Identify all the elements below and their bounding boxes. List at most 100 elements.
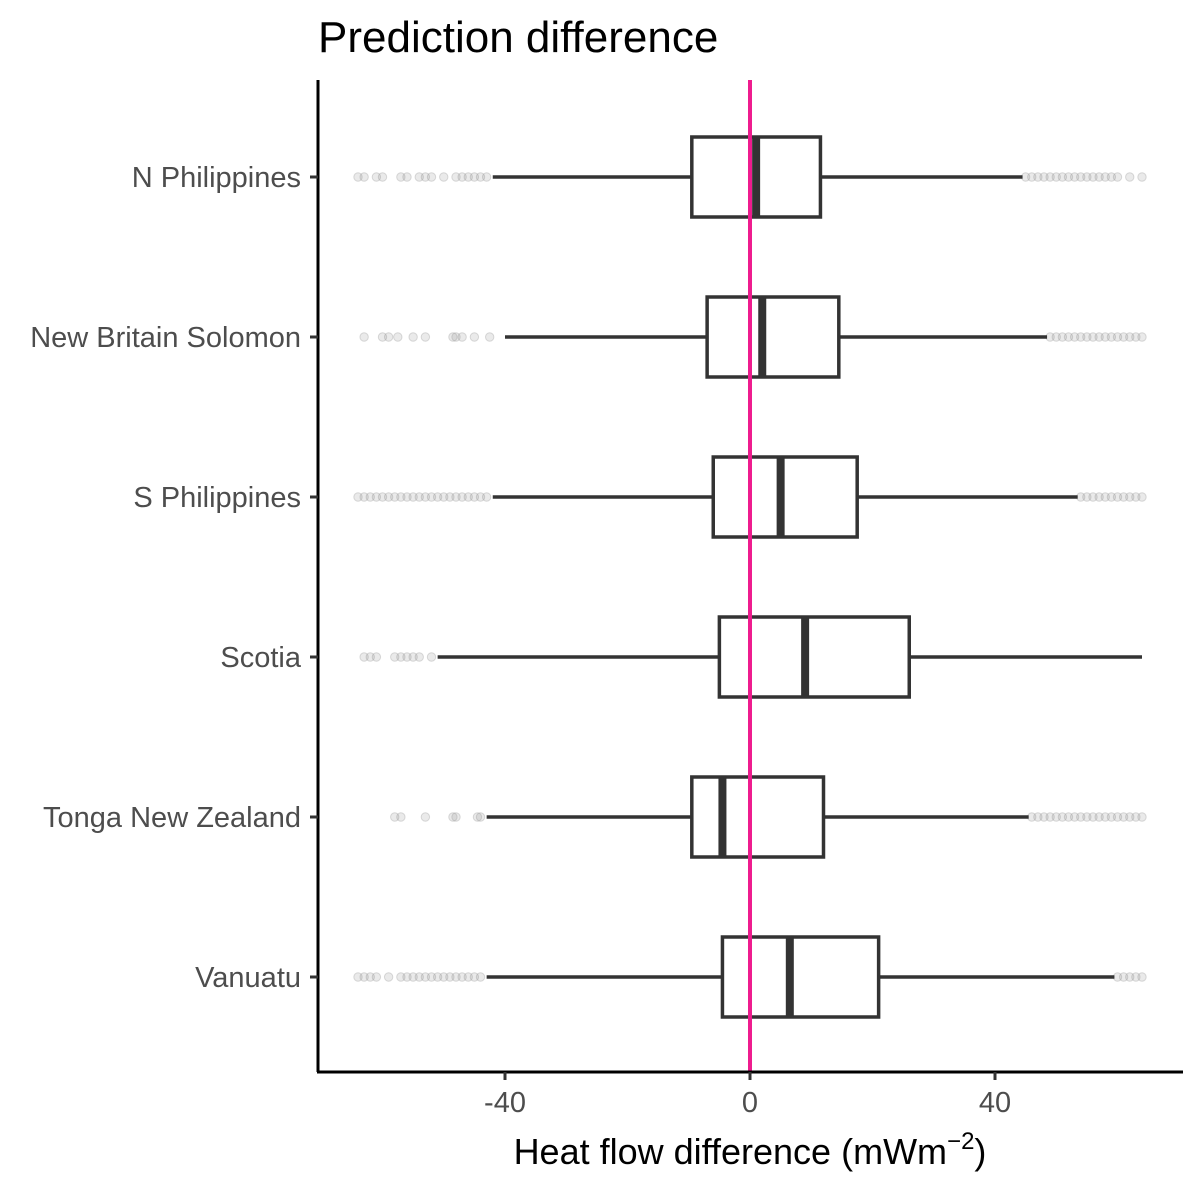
outlier-point [1100,332,1110,342]
outlier-point [393,332,403,342]
outlier-point [1137,172,1147,182]
outlier-point [408,492,418,502]
outlier-point [1118,332,1129,342]
outlier-point [396,172,406,182]
outlier-point [475,492,486,502]
outlier-point [457,332,467,342]
outlier-point [402,172,412,182]
outlier-point [420,492,431,502]
outlier-point [426,172,437,182]
outlier-point [420,172,431,182]
y-tick-label: S Philippines [133,482,301,514]
outlier-point [1125,172,1135,182]
outlier-point [396,972,406,982]
outlier-point [1106,332,1117,342]
outlier-point [359,172,369,182]
outlier-point [439,172,449,182]
outlier-point [451,172,461,182]
outlier-point [359,972,369,982]
outlier-point [383,332,394,342]
outlier-point [1057,172,1068,182]
outlier-point [472,812,483,822]
outlier-point [1131,972,1141,982]
outlier-point [1125,332,1135,342]
outlier-point [1106,812,1117,822]
outlier-point [1051,332,1061,342]
outlier-point [475,972,486,982]
outlier-point [396,812,406,822]
outlier-point [1118,492,1129,502]
outlier-point [371,972,382,982]
outlier-point [396,492,406,502]
outlier-point [463,492,473,502]
outlier-point [1051,812,1061,822]
outlier-point [1112,332,1123,342]
outlier-point [426,652,437,662]
x-tick-label: -40 [484,1087,526,1119]
outlier-point [1076,172,1086,182]
outlier-point [432,972,443,982]
outlier-point [1137,812,1147,822]
outlier-point [1069,332,1080,342]
outlier-point [1063,812,1074,822]
outlier-point [445,972,455,982]
y-tick-label: Scotia [220,642,301,674]
outlier-point [1100,172,1110,182]
box-group [353,455,1147,539]
outlier-point [365,972,375,982]
outlier-point [451,812,461,822]
outlier-point [408,332,418,342]
outlier-point [1082,172,1092,182]
outlier-point [484,332,495,342]
outlier-point [481,172,492,182]
outlier-point [414,652,424,662]
iqr-box [705,295,841,379]
outlier-point [451,332,461,342]
outlier-point [377,332,388,342]
chart-title: Prediction difference [318,13,718,62]
outlier-point [1137,332,1147,342]
outlier-point [1069,812,1080,822]
outlier-point [353,492,363,502]
outlier-point [1131,492,1141,502]
outlier-point [481,492,492,502]
outlier-point [1063,172,1074,182]
outlier-point [1094,332,1104,342]
outlier-point [420,332,431,342]
outlier-point [1137,972,1147,982]
outlier-point [1131,332,1141,342]
outlier-point [1069,172,1080,182]
outlier-point [353,972,363,982]
outlier-point [1137,492,1147,502]
outlier-point [402,972,412,982]
outlier-point [1082,332,1092,342]
outlier-point [359,492,369,502]
outlier-point [408,652,418,662]
outlier-point [353,172,363,182]
outlier-point [414,972,424,982]
iqr-box [711,455,859,539]
outlier-point [390,812,400,822]
outlier-point [402,492,412,502]
x-axis-label: Heat flow difference (mWm−2) [514,1128,987,1172]
outlier-point [414,492,424,502]
outlier-point [371,172,382,182]
outlier-point [1045,812,1055,822]
outlier-point [1088,172,1098,182]
outlier-point [457,172,467,182]
outlier-point [365,492,375,502]
outlier-point [469,172,480,182]
outlier-point [463,172,473,182]
x-axis-label-unit: mWm [853,1131,947,1172]
outlier-point [365,652,375,662]
box-group [353,135,1147,219]
outlier-point [1088,492,1098,502]
outlier-point [1112,812,1123,822]
outlier-point [451,492,461,502]
outlier-point [1088,332,1098,342]
outlier-point [439,972,449,982]
outlier-point [1125,972,1135,982]
outlier-point [439,492,449,502]
outlier-point [1100,812,1110,822]
